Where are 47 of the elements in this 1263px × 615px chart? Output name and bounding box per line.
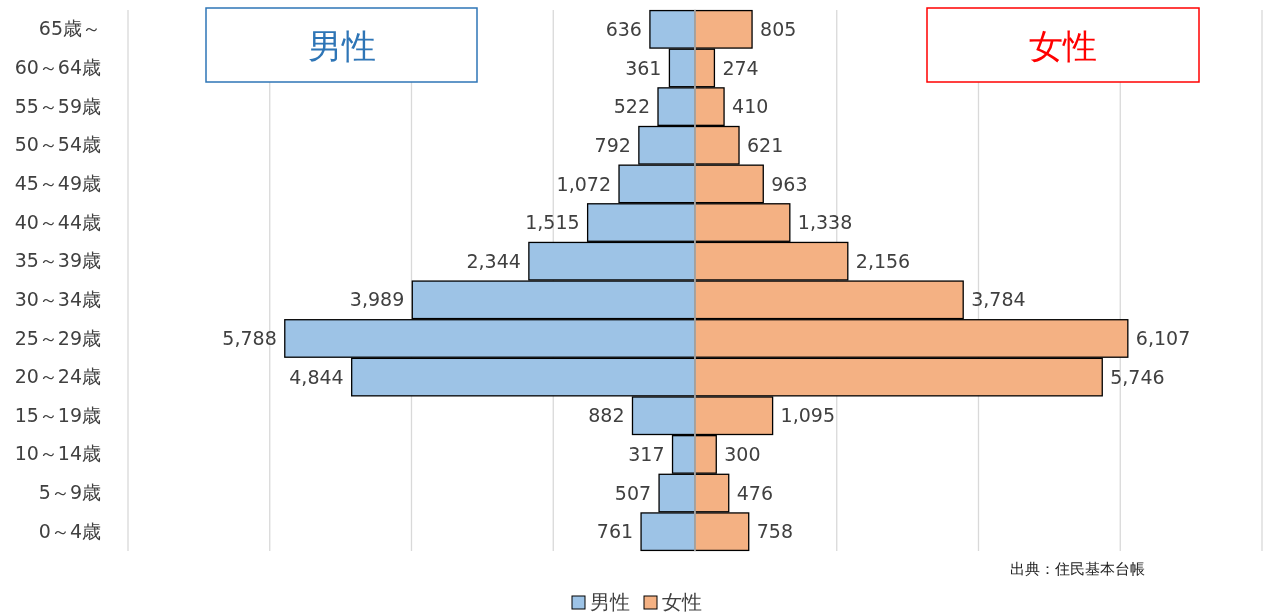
data-label: 636: [605, 17, 642, 40]
data-label: 2,344: [466, 249, 521, 272]
data-label: 507: [614, 481, 652, 504]
data-label: 317: [628, 443, 665, 466]
data-label: 963: [771, 172, 808, 195]
data-label: 6,107: [1135, 327, 1191, 350]
y-tick-label: 35～39歳: [14, 249, 101, 272]
annotation: 女性: [1029, 26, 1097, 66]
data-label: 5,746: [1110, 365, 1165, 388]
annotation: 男性: [307, 26, 376, 66]
data-label: 4,844: [289, 365, 344, 388]
y-tick-label: 45～49歳: [14, 171, 101, 194]
data-label: 476: [736, 481, 773, 504]
data-label: 361: [625, 56, 662, 79]
data-label: 1,072: [556, 172, 612, 195]
data-label: 522: [613, 95, 650, 118]
data-label: 792: [594, 133, 631, 156]
y-tick-label: 55～59歳: [14, 94, 101, 117]
y-tick-label: 60～64歳: [14, 56, 101, 79]
data-label: 3,784: [971, 288, 1026, 311]
data-label: 5,788: [222, 327, 277, 350]
y-tick-label: 5～9歳: [38, 481, 101, 504]
y-tick-label: 30～34歳: [14, 287, 101, 310]
data-label: 805: [760, 17, 797, 40]
data-label: 882: [588, 404, 625, 427]
legend-label: 女性: [662, 590, 702, 614]
y-tick-label: 65歳～: [38, 17, 101, 40]
y-tick-label: 0～4歳: [38, 519, 101, 542]
data-label: 1,515: [525, 211, 580, 234]
y-tick-label: 50～54歳: [14, 133, 101, 156]
data-label: 1,095: [780, 404, 836, 427]
y-tick-label: 20～24歳: [14, 365, 101, 388]
y-tick-label: 25～29歳: [14, 326, 101, 349]
data-label: 761: [596, 520, 634, 543]
data-label: 300: [724, 443, 761, 466]
legend-label: 男性: [590, 590, 630, 614]
data-label: 1,338: [797, 211, 853, 234]
data-label: 621: [747, 133, 784, 156]
y-tick-label: 15～19歳: [14, 403, 101, 426]
data-label: 3,989: [349, 288, 405, 311]
data-label: 2,156: [855, 249, 911, 272]
data-label: 274: [722, 56, 759, 79]
data-label: 410: [732, 95, 769, 118]
y-tick-label: 10～14歳: [14, 442, 101, 465]
data-label: 758: [756, 520, 793, 543]
source-note: 出典：住民基本台帳: [1010, 560, 1145, 578]
y-tick-label: 40～44歳: [14, 210, 101, 233]
